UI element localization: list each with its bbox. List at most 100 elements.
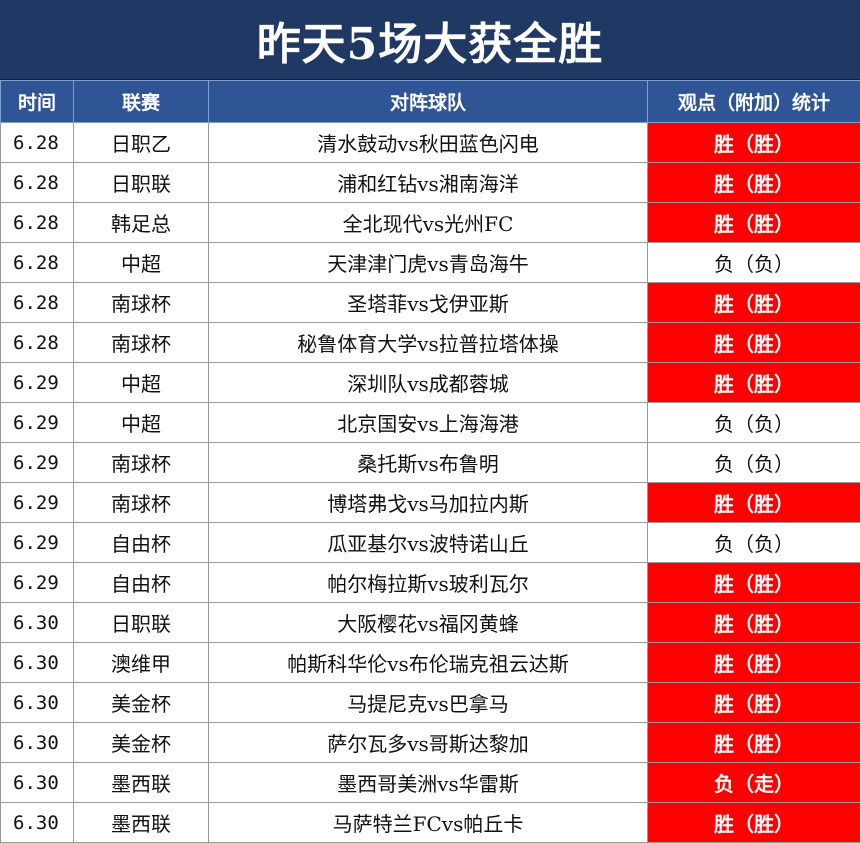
league-cell: 美金杯 <box>74 683 209 723</box>
time-cell: 6.28 <box>1 163 74 203</box>
time-cell: 6.28 <box>1 323 74 363</box>
league-cell: 南球杯 <box>74 283 209 323</box>
match-cell: 马提尼克vs巴拿马 <box>209 683 648 723</box>
league-cell: 南球杯 <box>74 483 209 523</box>
time-cell: 6.30 <box>1 723 74 763</box>
league-cell: 日职乙 <box>74 123 209 163</box>
match-cell: 瓜亚基尔vs波特诺山丘 <box>209 523 648 563</box>
match-cell: 北京国安vs上海海港 <box>209 403 648 443</box>
result-cell: 胜（胜） <box>648 163 860 203</box>
league-cell: 澳维甲 <box>74 643 209 683</box>
league-cell: 中超 <box>74 363 209 403</box>
time-cell: 6.29 <box>1 483 74 523</box>
time-cell: 6.29 <box>1 363 74 403</box>
result-cell: 胜（胜） <box>648 563 860 603</box>
time-cell: 6.30 <box>1 683 74 723</box>
league-cell: 自由杯 <box>74 523 209 563</box>
time-cell: 6.28 <box>1 243 74 283</box>
match-cell: 马萨特兰FCvs帕丘卡 <box>209 803 648 843</box>
result-cell: 负（负） <box>648 523 860 563</box>
time-cell: 6.30 <box>1 763 74 803</box>
result-cell: 胜（胜） <box>648 283 860 323</box>
header-result: 观点（附加）统计 <box>648 81 860 123</box>
match-cell: 秘鲁体育大学vs拉普拉塔体操 <box>209 323 648 363</box>
league-cell: 日职联 <box>74 163 209 203</box>
match-cell: 圣塔菲vs戈伊亚斯 <box>209 283 648 323</box>
league-cell: 自由杯 <box>74 563 209 603</box>
time-cell: 6.29 <box>1 443 74 483</box>
match-cell: 清水鼓动vs秋田蓝色闪电 <box>209 123 648 163</box>
result-cell: 胜（胜） <box>648 483 860 523</box>
result-cell: 胜（胜） <box>648 683 860 723</box>
time-cell: 6.28 <box>1 203 74 243</box>
time-cell: 6.29 <box>1 403 74 443</box>
result-cell: 胜（胜） <box>648 323 860 363</box>
league-cell: 美金杯 <box>74 723 209 763</box>
time-cell: 6.28 <box>1 123 74 163</box>
league-cell: 日职联 <box>74 603 209 643</box>
time-cell: 6.29 <box>1 563 74 603</box>
result-cell: 胜（胜） <box>648 803 860 843</box>
league-cell: 中超 <box>74 243 209 283</box>
result-cell: 负（走） <box>648 763 860 803</box>
league-cell: 南球杯 <box>74 443 209 483</box>
match-cell: 萨尔瓦多vs哥斯达黎加 <box>209 723 648 763</box>
result-cell: 胜（胜） <box>648 603 860 643</box>
league-cell: 墨西联 <box>74 803 209 843</box>
match-cell: 墨西哥美洲vs华雷斯 <box>209 763 648 803</box>
time-cell: 6.30 <box>1 603 74 643</box>
time-cell: 6.30 <box>1 803 74 843</box>
result-cell: 胜（胜） <box>648 203 860 243</box>
match-cell: 桑托斯vs布鲁明 <box>209 443 648 483</box>
match-cell: 深圳队vs成都蓉城 <box>209 363 648 403</box>
header-row: 时间 联赛 对阵球队 观点（附加）统计 <box>1 81 860 123</box>
result-cell: 胜（胜） <box>648 363 860 403</box>
header-match: 对阵球队 <box>209 81 648 123</box>
match-cell: 全北现代vs光州FC <box>209 203 648 243</box>
match-cell: 帕斯科华伦vs布伦瑞克祖云达斯 <box>209 643 648 683</box>
time-cell: 6.28 <box>1 283 74 323</box>
header-time: 时间 <box>1 81 74 123</box>
time-cell: 6.29 <box>1 523 74 563</box>
result-cell: 负（负） <box>648 443 860 483</box>
page-title: 昨天5场大获全胜 <box>257 8 604 72</box>
result-cell: 负（负） <box>648 403 860 443</box>
match-cell: 天津津门虎vs青岛海牛 <box>209 243 648 283</box>
league-cell: 韩足总 <box>74 203 209 243</box>
result-cell: 负（负） <box>648 243 860 283</box>
time-cell: 6.30 <box>1 643 74 683</box>
result-cell: 胜（胜） <box>648 723 860 763</box>
league-cell: 中超 <box>74 403 209 443</box>
result-cell: 胜（胜） <box>648 643 860 683</box>
match-cell: 博塔弗戈vs马加拉内斯 <box>209 483 648 523</box>
match-cell: 大阪樱花vs福冈黄蜂 <box>209 603 648 643</box>
title-banner: 昨天5场大获全胜 <box>0 0 860 80</box>
match-cell: 帕尔梅拉斯vs玻利瓦尔 <box>209 563 648 603</box>
league-cell: 墨西联 <box>74 763 209 803</box>
result-cell: 胜（胜） <box>648 123 860 163</box>
header-league: 联赛 <box>74 81 209 123</box>
league-cell: 南球杯 <box>74 323 209 363</box>
match-cell: 浦和红钻vs湘南海洋 <box>209 163 648 203</box>
